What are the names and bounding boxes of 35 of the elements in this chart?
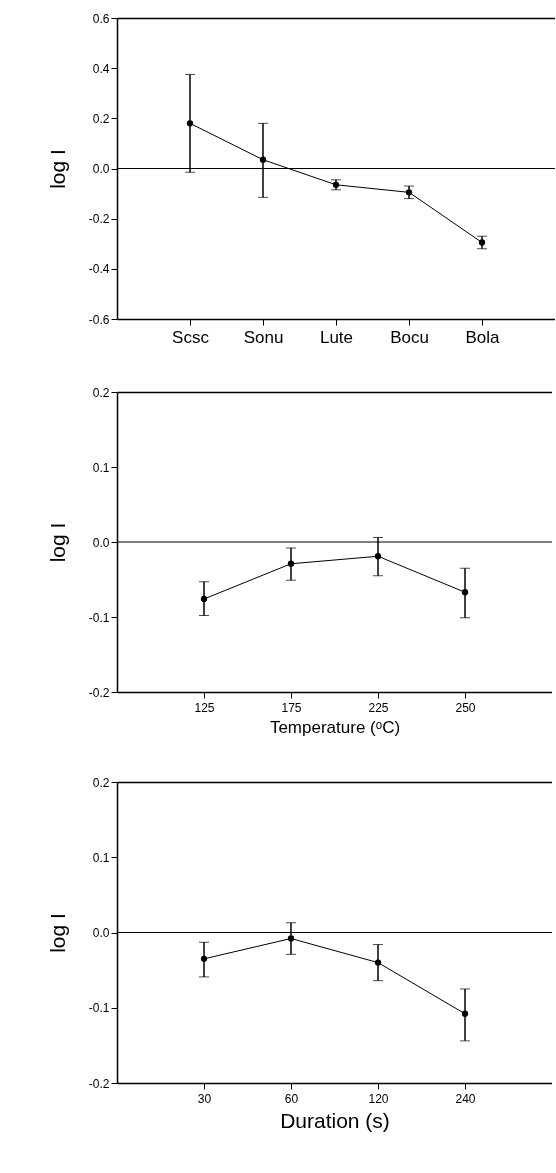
x-tick-label: 120 xyxy=(368,1091,389,1106)
y-tick-label: -0.1 xyxy=(88,610,110,625)
x-axis-title: Duration (s) xyxy=(280,1108,390,1132)
x-tick-label: 240 xyxy=(455,1091,476,1106)
x-axis-title: Temperature (ᵒC) xyxy=(269,717,401,737)
y-tick-label: 0.2 xyxy=(92,775,110,790)
x-tick-label: 30 xyxy=(197,1091,212,1106)
x-tick-label: 60 xyxy=(284,1091,299,1106)
x-tick-label: 175 xyxy=(281,700,302,715)
y-tick-label: 0.6 xyxy=(92,11,110,26)
y-tick-label: 0.4 xyxy=(92,61,110,76)
x-tick-label: 125 xyxy=(194,700,215,715)
y-axis-title: log I xyxy=(45,522,69,563)
x-tick-label: 250 xyxy=(455,700,476,715)
y-tick-label: 0.0 xyxy=(92,926,110,940)
x-tick-label: 225 xyxy=(368,700,389,715)
y-tick-label: 0.0 xyxy=(92,535,110,550)
x-tick-label: Scsc xyxy=(172,327,210,347)
y-tick-label: 0.1 xyxy=(92,460,110,475)
y-tick-label: -0.6 xyxy=(88,312,110,327)
y-tick-label: 0.2 xyxy=(92,111,110,126)
y-tick-label: -0.2 xyxy=(88,685,110,700)
x-tick-label: Bocu xyxy=(390,327,429,347)
y-tick-label: -0.2 xyxy=(88,1076,110,1091)
y-tick-label: -0.2 xyxy=(88,212,110,227)
y-tick-label: 0.1 xyxy=(92,850,110,865)
x-tick-label: Sonu xyxy=(243,327,284,347)
y-tick-label: 0.2 xyxy=(92,385,110,400)
y-axis-title: log I xyxy=(45,913,69,953)
y-axis-title: log I xyxy=(45,149,69,189)
x-tick-label: Bola xyxy=(465,327,501,347)
y-tick-label: -0.1 xyxy=(88,1001,110,1016)
y-tick-label: 0.0 xyxy=(92,162,110,176)
x-tick-label: Lute xyxy=(319,327,354,347)
y-tick-label: -0.4 xyxy=(88,262,110,277)
